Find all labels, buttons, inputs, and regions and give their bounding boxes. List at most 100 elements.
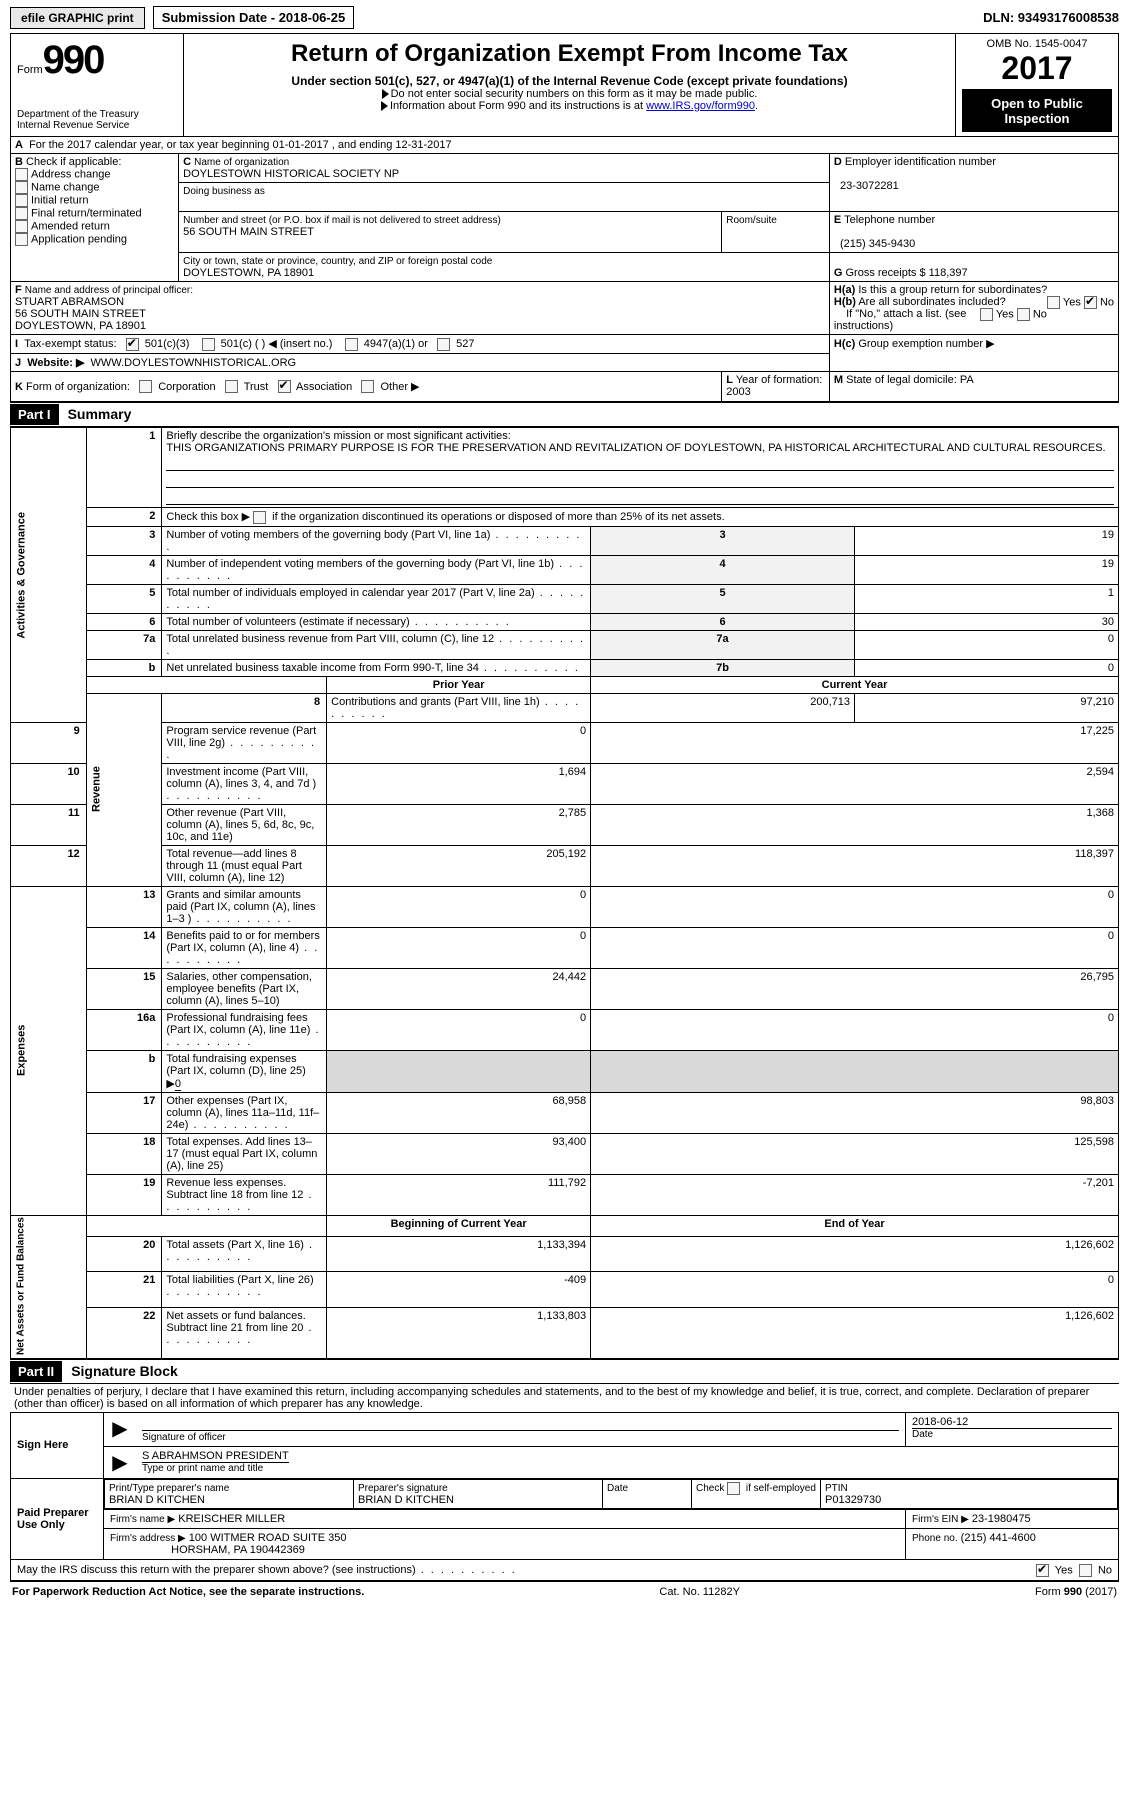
line9-prior: 0: [327, 722, 591, 763]
form-990-page: efile GRAPHIC print Submission Date - 20…: [0, 0, 1129, 1608]
chk-self-employed[interactable]: [727, 1482, 740, 1495]
firm-name: KREISCHER MILLER: [178, 1513, 285, 1525]
line17-text: Other expenses (Part IX, column (A), lin…: [166, 1095, 319, 1131]
footer: For Paperwork Reduction Act Notice, see …: [10, 1581, 1119, 1602]
efile-print-button[interactable]: efile GRAPHIC print: [10, 7, 145, 29]
chk-527[interactable]: [437, 338, 450, 351]
line16a-text: Professional fundraising fees (Part IX, …: [166, 1012, 320, 1048]
line21-eoy: 0: [591, 1272, 1119, 1308]
col-boy: Beginning of Current Year: [327, 1215, 591, 1236]
chk-name-change[interactable]: [15, 181, 28, 194]
form-label: Form: [17, 64, 43, 76]
chk-501c[interactable]: [202, 338, 215, 351]
line16b-text: Total fundraising expenses (Part IX, col…: [166, 1053, 305, 1090]
chk-4947[interactable]: [345, 338, 358, 351]
hb-yes[interactable]: [980, 308, 993, 321]
part1-header: Part I Summary: [10, 402, 1119, 427]
chk-amended-return[interactable]: [15, 220, 28, 233]
opt-address-change: Address change: [31, 168, 111, 180]
mission: THIS ORGANIZATIONS PRIMARY PURPOSE IS FO…: [166, 442, 1105, 454]
opt-final-return: Final return/terminated: [31, 207, 142, 219]
line8-text: Contributions and grants (Part VIII, lin…: [331, 696, 580, 720]
chk-trust[interactable]: [225, 380, 238, 393]
hb-no[interactable]: [1017, 308, 1030, 321]
line16a-curr: 0: [591, 1009, 1119, 1050]
i-label: Tax-exempt status:: [24, 338, 116, 350]
hb-label: Are all subordinates included?: [858, 296, 1005, 308]
header-center: Return of Organization Exempt From Incom…: [184, 34, 956, 137]
gross-receipts: 118,397: [929, 267, 968, 279]
website: WWW.DOYLESTOWNHISTORICAL.ORG: [91, 357, 297, 369]
opt-501c: 501(c) ( ) ◀ (insert no.): [221, 338, 333, 350]
chk-other[interactable]: [361, 380, 374, 393]
header-right: OMB No. 1545-0047 2017 Open to Public In…: [956, 34, 1119, 137]
line6-num: 6: [591, 613, 855, 630]
discuss-yes[interactable]: [1036, 1564, 1049, 1577]
line10-prior: 1,694: [327, 763, 591, 804]
opt-corp: Corporation: [158, 381, 215, 393]
phone: (215) 345-9430: [840, 238, 915, 250]
line7a-val: 0: [855, 630, 1119, 659]
line20-text: Total assets (Part X, line 16): [166, 1239, 314, 1263]
line16b-val: 0: [175, 1078, 181, 1091]
chk-application-pending[interactable]: [15, 233, 28, 246]
ha-label: Is this a group return for subordinates?: [858, 284, 1047, 296]
chk-initial-return[interactable]: [15, 194, 28, 207]
part2-title: Signature Block: [65, 1363, 178, 1379]
firm-name-label: Firm's name ▶: [110, 1514, 175, 1525]
q1: Briefly describe the organization's miss…: [166, 430, 510, 442]
hb-note: If "No," attach a list. (see instruction…: [834, 308, 967, 332]
line3-num: 3: [591, 526, 855, 555]
firm-addr: 100 WITMER ROAD SUITE 350: [189, 1532, 347, 1544]
chk-final-return[interactable]: [15, 207, 28, 220]
prep-date-label: Date: [607, 1483, 628, 1494]
line6-text: Total number of volunteers (estimate if …: [166, 616, 510, 628]
line3-text: Number of voting members of the governin…: [166, 529, 581, 553]
firm-phone-label: Phone no.: [912, 1533, 958, 1544]
col-current: Current Year: [591, 676, 1119, 693]
note-info: Information about Form 990 and its instr…: [390, 100, 646, 112]
line18-prior: 93,400: [327, 1133, 591, 1174]
hc-label: Group exemption number ▶: [858, 338, 994, 350]
line14-prior: 0: [327, 927, 591, 968]
summary-table: Activities & Governance 1 Briefly descri…: [10, 427, 1119, 1359]
line20-eoy: 1,126,602: [591, 1236, 1119, 1272]
officer-city: DOYLESTOWN, PA 18901: [15, 320, 146, 332]
dba-label: Doing business as: [183, 186, 265, 197]
year-formation: 2003: [726, 386, 750, 398]
chk-501c3[interactable]: [126, 338, 139, 351]
form-subtitle: Under section 501(c), 527, or 4947(a)(1)…: [190, 74, 949, 88]
line9-text: Program service revenue (Part VIII, line…: [166, 725, 316, 761]
discuss-no[interactable]: [1079, 1564, 1092, 1577]
opt-other: Other ▶: [380, 381, 419, 393]
firm-city: HORSHAM, PA 190442369: [171, 1544, 305, 1556]
dln: DLN: 93493176008538: [983, 10, 1119, 25]
irs-link[interactable]: www.IRS.gov/form990: [646, 100, 755, 112]
firm-ein: 23-1980475: [972, 1513, 1031, 1525]
line7b-num: 7b: [591, 659, 855, 676]
line19-prior: 111,792: [327, 1174, 591, 1215]
chk-corp[interactable]: [139, 380, 152, 393]
firm-phone: (215) 441-4600: [961, 1532, 1036, 1544]
line7a-text: Total unrelated business revenue from Pa…: [166, 633, 585, 657]
line7b-text: Net unrelated business taxable income fr…: [166, 662, 580, 674]
discuss-text: May the IRS discuss this return with the…: [17, 1564, 517, 1576]
line8-prior: 200,713: [591, 693, 855, 722]
sig-date-val: 2018-06-12: [912, 1416, 968, 1428]
line-a: A For the 2017 calendar year, or tax yea…: [10, 137, 1119, 153]
line10-text: Investment income (Part VIII, column (A)…: [166, 766, 316, 802]
ha-no[interactable]: [1084, 296, 1097, 309]
ha-yes[interactable]: [1047, 296, 1060, 309]
opt-name-change: Name change: [31, 181, 100, 193]
line5-num: 5: [591, 584, 855, 613]
chk-assoc[interactable]: [278, 380, 291, 393]
k-label: Form of organization:: [26, 381, 130, 393]
chk-address-change[interactable]: [15, 168, 28, 181]
chk-discontinued[interactable]: [253, 511, 266, 524]
ein: 23-3072281: [840, 180, 899, 192]
street-label: Number and street (or P.O. box if mail i…: [183, 215, 501, 226]
j-label: Website: ▶: [27, 357, 84, 369]
line7a-num: 7a: [591, 630, 855, 659]
line17-curr: 98,803: [591, 1092, 1119, 1133]
declaration: Under penalties of perjury, I declare th…: [10, 1384, 1119, 1412]
